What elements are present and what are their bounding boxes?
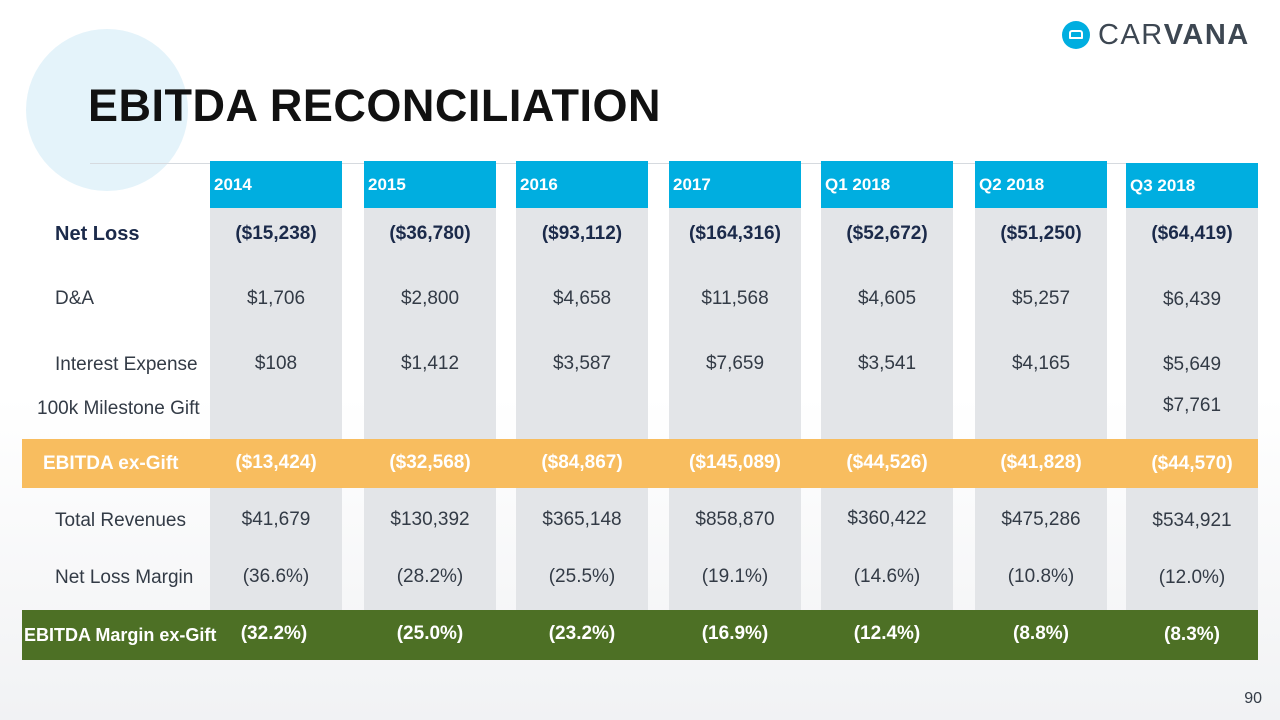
cell-ebitda: ($32,568) bbox=[389, 452, 471, 473]
cell-ebitda-margin: (32.2%) bbox=[240, 623, 308, 644]
cell-da: $6,439 bbox=[1162, 289, 1222, 310]
cell-net-loss: ($51,250) bbox=[1000, 223, 1082, 244]
cell-net-loss: ($15,238) bbox=[235, 223, 317, 244]
cell-interest: $3,541 bbox=[857, 353, 917, 374]
cell-interest: $5,649 bbox=[1162, 354, 1222, 375]
cell-interest: $7,659 bbox=[705, 353, 765, 374]
cell-da: $2,800 bbox=[400, 288, 460, 309]
column-header: 2016 bbox=[516, 161, 648, 208]
ebitda-margin-band bbox=[22, 610, 1258, 660]
cell-nl-margin: (10.8%) bbox=[1007, 566, 1075, 587]
cell-net-loss: ($64,419) bbox=[1151, 223, 1233, 244]
column-header: Q2 2018 bbox=[975, 161, 1107, 208]
ebitda-band bbox=[22, 439, 1258, 488]
cell-da: $11,568 bbox=[701, 288, 769, 309]
column-bg bbox=[1126, 208, 1258, 610]
decorative-circle bbox=[26, 29, 188, 191]
cell-gift: $7,761 bbox=[1162, 395, 1222, 416]
cell-revenues: $41,679 bbox=[241, 509, 311, 530]
cell-ebitda-margin: (8.8%) bbox=[1013, 623, 1069, 644]
cell-ebitda: ($13,424) bbox=[235, 452, 317, 473]
cell-net-loss: ($164,316) bbox=[689, 223, 781, 244]
cell-ebitda: ($44,570) bbox=[1151, 453, 1233, 474]
column-header: 2017 bbox=[669, 161, 801, 208]
cell-revenues: $534,921 bbox=[1152, 510, 1232, 531]
cell-revenues: $360,422 bbox=[847, 508, 927, 529]
cell-net-loss: ($93,112) bbox=[541, 223, 623, 244]
row-label-ebitda-margin: EBITDA Margin ex-Gift bbox=[24, 625, 217, 645]
cell-ebitda-margin: (23.2%) bbox=[548, 623, 616, 644]
page-title: EBITDA RECONCILIATION bbox=[88, 80, 661, 131]
cell-nl-margin: (36.6%) bbox=[242, 566, 310, 587]
row-label-gift: 100k Milestone Gift bbox=[37, 398, 200, 419]
cell-interest: $4,165 bbox=[1011, 353, 1071, 374]
row-label-da: D&A bbox=[55, 288, 95, 309]
column-bg bbox=[516, 208, 648, 610]
row-label-nl-margin: Net Loss Margin bbox=[55, 567, 194, 588]
cell-nl-margin: (12.0%) bbox=[1158, 567, 1226, 588]
column-bg bbox=[821, 208, 953, 610]
cell-nl-margin: (28.2%) bbox=[396, 566, 464, 587]
cell-ebitda-margin: (12.4%) bbox=[853, 623, 921, 644]
cell-ebitda: ($145,089) bbox=[689, 452, 781, 473]
cell-ebitda: ($41,828) bbox=[1000, 452, 1082, 473]
column-bg bbox=[364, 208, 496, 610]
column-header: Q3 2018 bbox=[1126, 163, 1258, 208]
cell-da: $4,658 bbox=[552, 288, 612, 309]
car-icon bbox=[1062, 21, 1090, 49]
page-number: 90 bbox=[1244, 690, 1262, 707]
column-header: 2014 bbox=[210, 161, 342, 208]
cell-net-loss: ($52,672) bbox=[846, 223, 928, 244]
cell-ebitda-margin: (8.3%) bbox=[1164, 624, 1220, 645]
cell-interest: $1,412 bbox=[400, 353, 460, 374]
column-header: Q1 2018 bbox=[821, 161, 953, 208]
cell-revenues: $858,870 bbox=[695, 509, 775, 530]
row-label-revenues: Total Revenues bbox=[55, 510, 186, 531]
cell-interest: $108 bbox=[254, 353, 298, 374]
cell-nl-margin: (19.1%) bbox=[701, 566, 769, 587]
cell-revenues: $475,286 bbox=[1001, 509, 1081, 530]
cell-da: $5,257 bbox=[1011, 288, 1071, 309]
cell-da: $4,605 bbox=[857, 288, 917, 309]
row-label-ebitda: EBITDA ex-Gift bbox=[43, 453, 179, 474]
cell-revenues: $365,148 bbox=[542, 509, 622, 530]
row-label-interest: Interest Expense bbox=[55, 354, 198, 375]
column-bg bbox=[210, 208, 342, 610]
cell-da: $1,706 bbox=[246, 288, 306, 309]
cell-revenues: $130,392 bbox=[390, 509, 470, 530]
carvana-logo: CARVANA bbox=[1062, 19, 1250, 51]
cell-ebitda: ($84,867) bbox=[541, 452, 623, 473]
cell-ebitda-margin: (16.9%) bbox=[701, 623, 769, 644]
cell-ebitda-margin: (25.0%) bbox=[396, 623, 464, 644]
cell-net-loss: ($36,780) bbox=[389, 223, 471, 244]
column-bg bbox=[975, 208, 1107, 610]
cell-ebitda: ($44,526) bbox=[846, 452, 928, 473]
cell-nl-margin: (25.5%) bbox=[548, 566, 616, 587]
logo-wordmark: CARVANA bbox=[1098, 19, 1250, 51]
column-header: 2015 bbox=[364, 161, 496, 208]
row-label-net-loss: Net Loss bbox=[55, 223, 140, 245]
column-bg bbox=[669, 208, 801, 610]
cell-nl-margin: (14.6%) bbox=[853, 566, 921, 587]
cell-interest: $3,587 bbox=[552, 353, 612, 374]
